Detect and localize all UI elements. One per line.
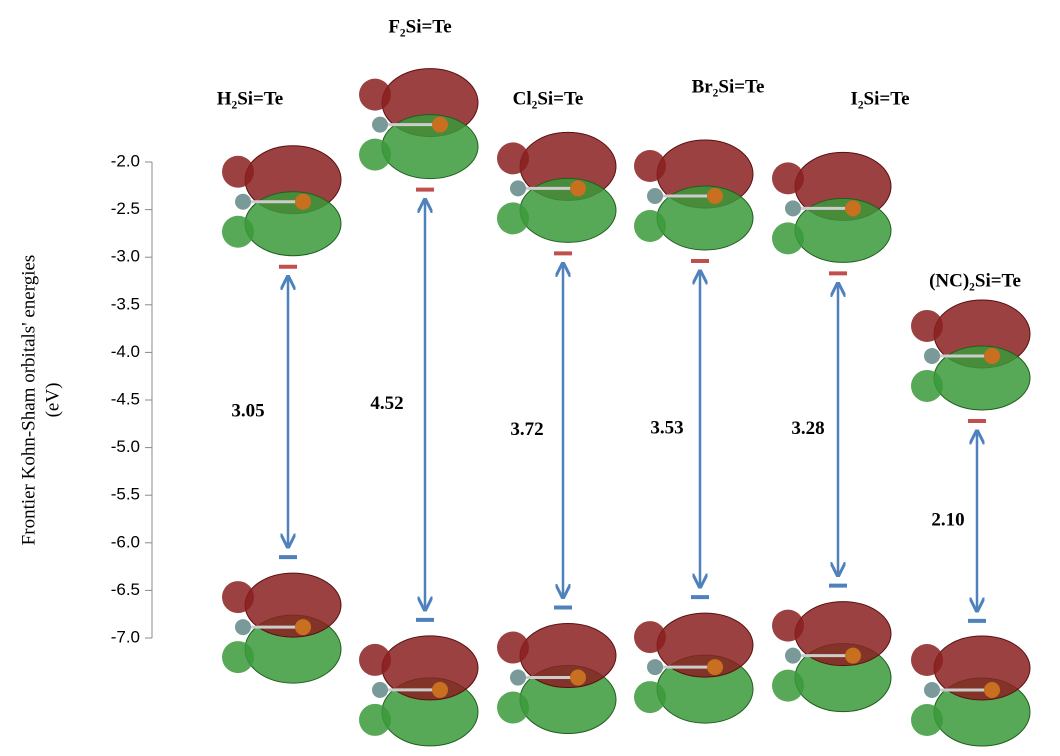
y-tick-label: -4.5 (111, 389, 140, 408)
orbital-lobe (911, 704, 943, 736)
orbital-lobe (772, 222, 804, 254)
molecule-label: (NC)₂Si=Te (929, 270, 1021, 291)
gap-label: 4.52 (370, 393, 403, 414)
y-tick-label: -7.0 (111, 627, 140, 646)
y-tick-label: -3.5 (111, 294, 140, 313)
orbital-lobe (222, 581, 254, 613)
orbitals (222, 69, 1030, 746)
orbital-lobe (772, 162, 804, 194)
y-tick-label: -2.0 (111, 151, 140, 170)
orbital-lobe (359, 79, 391, 111)
orbital-lobe (222, 641, 254, 673)
molecule-label: Br₂Si=Te (692, 76, 765, 97)
atom (845, 648, 861, 664)
y-tick-label: -5.0 (111, 437, 140, 456)
atom (372, 117, 388, 133)
orbital-lobe (497, 692, 529, 724)
atom (647, 659, 663, 675)
orbital-lobe (634, 621, 666, 653)
orbital-lobe (634, 681, 666, 713)
y-tick-label: -4.0 (111, 342, 140, 361)
atom (235, 619, 251, 635)
atom (924, 348, 940, 364)
gap-label: 3.05 (231, 400, 264, 421)
y-tick-label: -6.5 (111, 580, 140, 599)
atom (984, 682, 1000, 698)
orbital-lobe (911, 644, 943, 676)
molecule-label: F₂Si=Te (388, 16, 451, 37)
orbital-lobe (359, 139, 391, 171)
orbital-lobe (222, 216, 254, 248)
y-tick-label: -6.0 (111, 532, 140, 551)
atom (295, 619, 311, 635)
gap-label: 2.10 (931, 509, 964, 530)
atom (647, 188, 663, 204)
atom (984, 348, 1000, 364)
y-axis-label: Frontier Kohn-Sham orbitals' energies (18, 255, 39, 546)
atom (845, 200, 861, 216)
atom (510, 180, 526, 196)
chart: Frontier Kohn-Sham orbitals' energies (e… (0, 0, 1060, 756)
atom (372, 682, 388, 698)
gap-label: 3.28 (791, 418, 824, 439)
orbital-lobe (634, 150, 666, 182)
orbital-lobe (497, 202, 529, 234)
atom (785, 648, 801, 664)
molecule-label: H₂Si=Te (217, 88, 284, 109)
orbital-lobe (497, 632, 529, 664)
orbital-lobe (497, 142, 529, 174)
y-axis-label: (eV) (42, 383, 63, 418)
orbital-lobe (772, 610, 804, 642)
atom (785, 200, 801, 216)
page: {"chart_data": {"type": "energy-levels",… (0, 0, 1060, 756)
orbital-lobe (772, 670, 804, 702)
atom (924, 682, 940, 698)
y-tick-label: -5.5 (111, 485, 140, 504)
orbital-lobe (911, 310, 943, 342)
atom (235, 194, 251, 210)
molecule-label: I₂Si=Te (850, 88, 909, 109)
atom (570, 180, 586, 196)
gap-label: 3.72 (510, 419, 543, 440)
atom (432, 682, 448, 698)
orbital-lobe (359, 704, 391, 736)
atom (295, 194, 311, 210)
molecule-label: Cl₂Si=Te (513, 88, 584, 109)
y-tick-label: -3.0 (111, 247, 140, 266)
atom (570, 670, 586, 686)
orbital-lobe (359, 644, 391, 676)
atom (707, 659, 723, 675)
orbital-lobe (911, 370, 943, 402)
atom (707, 188, 723, 204)
atom (432, 117, 448, 133)
gap-label: 3.53 (650, 417, 683, 438)
orbital-lobe (222, 156, 254, 188)
atom (510, 670, 526, 686)
y-tick-label: -2.5 (111, 199, 140, 218)
orbital-lobe (634, 210, 666, 242)
